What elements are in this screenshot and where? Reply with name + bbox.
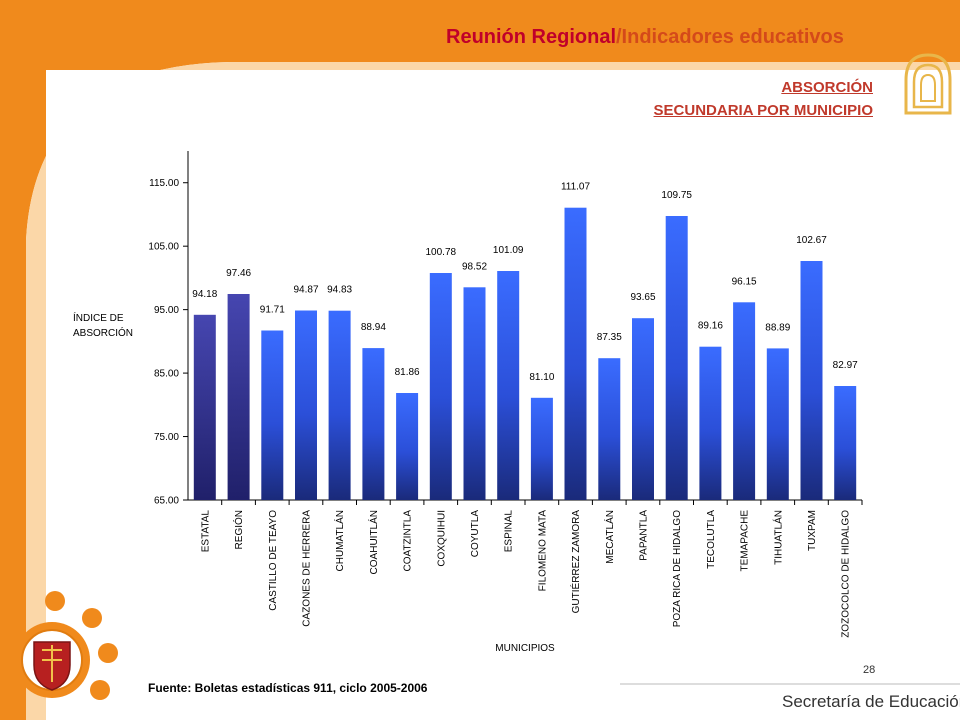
x-category-label: PAPANTLA	[639, 510, 650, 561]
x-category-label: TIHUATLÁN	[771, 510, 784, 565]
source-note: Fuente: Boletas estadísticas 911, ciclo …	[148, 681, 428, 695]
bar-value-label: 93.65	[630, 292, 655, 303]
x-category-label: FILOMENO MATA	[537, 510, 548, 592]
x-category-label: ESPINAL	[504, 510, 515, 553]
bar	[328, 310, 351, 500]
x-category-label: TUXPAM	[807, 510, 818, 551]
bar-value-label: 81.10	[529, 372, 554, 383]
bar-value-label: 91.71	[260, 305, 285, 316]
bar	[295, 310, 317, 500]
x-category-label: COXQUIHUI	[436, 510, 447, 567]
y-tick-label: 65.00	[154, 496, 179, 507]
bar	[193, 314, 216, 500]
bar-value-label: 88.89	[765, 322, 790, 333]
bar	[497, 271, 520, 500]
bar	[665, 216, 688, 500]
y-axis-label-line2: ABSORCIÓN	[73, 328, 134, 339]
bar-value-label: 89.16	[698, 321, 723, 332]
bar-value-label: 100.78	[426, 247, 457, 258]
bar-value-label: 101.09	[493, 245, 524, 256]
bar-value-label: 109.75	[661, 190, 692, 201]
x-category-label: GUTIÉRREZ ZAMORA	[569, 510, 582, 614]
bar	[564, 207, 587, 500]
bar	[733, 302, 756, 500]
bar	[227, 294, 250, 500]
bar	[463, 287, 486, 500]
bar	[396, 393, 419, 500]
slide-title: Reunión Regional/Indicadores educativos	[446, 26, 844, 49]
y-tick-label: 105.00	[148, 242, 179, 253]
x-category-label: POZA RICA DE HIDALGO	[672, 510, 683, 627]
x-category-label: TEMAPACHE	[740, 510, 751, 572]
x-category-label: COYUTLA	[470, 510, 481, 558]
coat-of-arms-icon	[8, 591, 118, 700]
bar-value-label: 82.97	[833, 360, 858, 371]
title-part-meeting: Reunión Regional	[446, 26, 616, 48]
bar	[429, 273, 452, 500]
bar-value-label: 102.67	[796, 235, 827, 246]
x-category-label: ZOZOCOLCO DE HIDALGO	[841, 510, 852, 638]
bar-value-label: 81.86	[395, 367, 420, 378]
x-category-label: MECATLÁN	[603, 510, 616, 564]
bar-value-label: 96.15	[732, 276, 757, 287]
x-category-label: ESTATAL	[200, 510, 211, 553]
bar-value-label: 97.46	[226, 268, 251, 279]
x-category-label: CHUMATLÁN	[333, 510, 346, 571]
bar	[261, 330, 284, 500]
y-tick-label: 95.00	[154, 305, 179, 316]
bar-value-label: 94.18	[192, 289, 217, 300]
bar-value-label: 88.94	[361, 322, 386, 333]
page-number: 28	[863, 664, 876, 676]
x-axis-label: MUNICIPIOS	[495, 643, 555, 654]
bar	[766, 348, 789, 500]
bar-value-label: 111.07	[561, 182, 591, 193]
x-category-label: COATZINTLA	[403, 510, 414, 572]
title-part-indicators: /Indicadores educativos	[616, 26, 844, 48]
bar	[598, 358, 621, 500]
bar	[800, 261, 823, 500]
department-name: Secretaría de Educación	[782, 692, 960, 711]
logo-icon	[904, 53, 952, 115]
y-axis-label: ÍNDICE DE ABSORCIÓN	[73, 311, 133, 341]
y-tick-label: 75.00	[154, 432, 179, 443]
chart-subtitle-line2: SECUNDARIA POR MUNICIPIO	[653, 102, 873, 119]
x-category-label: CAZONES DE HERRERA	[302, 510, 313, 627]
y-tick-label: 85.00	[154, 369, 179, 380]
x-category-label: TECOLUTLA	[706, 510, 717, 569]
bar	[834, 386, 857, 500]
bar-value-label: 98.52	[462, 261, 487, 272]
y-axis-label-line1: ÍNDICE DE	[73, 313, 124, 324]
x-category-label: COAHUITLÁN	[367, 510, 380, 574]
bar-value-label: 94.83	[327, 285, 352, 296]
bar-value-label: 94.87	[293, 285, 318, 296]
bar-value-label: 87.35	[597, 332, 622, 343]
y-tick-label: 115.00	[149, 178, 179, 189]
x-category-label: CASTILLO DE TEAYO	[268, 510, 279, 611]
x-category-label: REGIÓN	[232, 510, 245, 549]
bar	[362, 348, 385, 500]
bar	[530, 397, 553, 500]
bar	[699, 346, 722, 500]
bar	[632, 318, 654, 500]
chart-subtitle-line1: ABSORCIÓN	[781, 79, 873, 96]
